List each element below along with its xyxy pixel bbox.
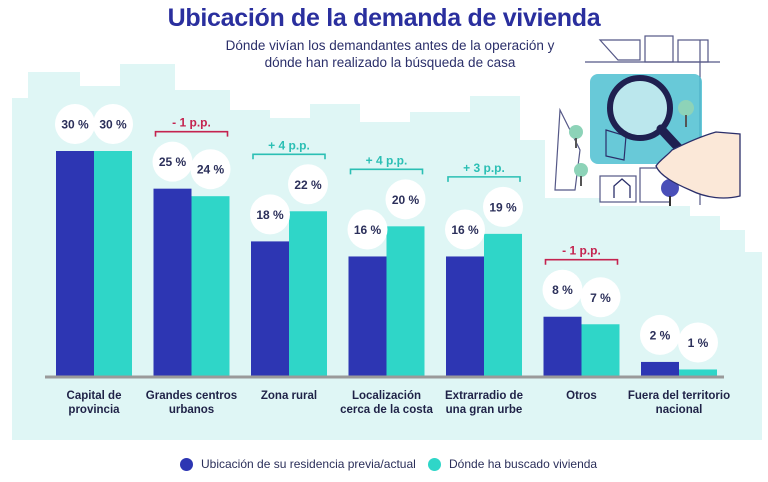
value-bubble-buscado-6 — [678, 322, 718, 363]
map-illustration — [554, 35, 741, 206]
category-label-4-0: Extrarradio de — [445, 390, 523, 402]
bar-previa-3 — [348, 256, 387, 377]
legend-swatch-buscado — [428, 457, 441, 471]
legend-item-previa: Ubicación de su residencia previa/actual — [180, 457, 416, 471]
value-label-buscado-2: 22 % — [294, 178, 322, 192]
value-label-buscado-4: 19 % — [489, 200, 517, 214]
difference-bracket-3 — [349, 168, 424, 175]
subtitle-line-1: Dónde vivían los demandantes antes de la… — [225, 38, 555, 53]
value-label-buscado-1: 24 % — [197, 163, 225, 177]
category-label-2-0: Zona rural — [261, 390, 317, 402]
chart-subtitle: Dónde vivían los demandantes antes de la… — [200, 37, 580, 71]
value-bubble-buscado-1 — [190, 149, 231, 190]
category-label-6-0: Fuera del territorio — [628, 390, 730, 402]
difference-bracket-4 — [447, 176, 521, 182]
tree-icon — [569, 100, 694, 206]
value-label-previa-5: 8 % — [552, 283, 573, 297]
value-label-buscado-0: 30 % — [99, 118, 127, 132]
bar-buscado-2 — [289, 211, 327, 377]
category-label-3-0: Localización — [352, 390, 421, 402]
value-label-previa-4: 16 % — [451, 223, 479, 237]
bar-buscado-5 — [581, 324, 620, 377]
value-label-buscado-5: 7 % — [590, 291, 611, 305]
bar-previa-2 — [251, 241, 289, 377]
bar-buscado-6 — [679, 369, 717, 377]
value-label-previa-0: 30 % — [61, 118, 89, 132]
difference-label-5: - 1 p.p. — [562, 244, 601, 258]
value-bubble-buscado-2 — [288, 164, 328, 205]
value-bubble-previa-0 — [55, 104, 95, 144]
value-bubble-previa-4 — [445, 209, 485, 250]
value-bubble-buscado-0 — [93, 104, 133, 144]
house-icon — [613, 178, 631, 198]
category-label-6-1: nacional — [656, 404, 703, 416]
category-label-5-0: Otros — [566, 390, 597, 402]
value-bubble-previa-2 — [250, 194, 290, 235]
category-label-1-0: Grandes centros — [146, 390, 237, 402]
bar-buscado-4 — [484, 233, 522, 377]
difference-bracket-1 — [154, 130, 229, 137]
legend-swatch-previa — [180, 457, 193, 471]
legend-label-previa: Ubicación de su residencia previa/actual — [201, 457, 416, 471]
bar-buscado-3 — [386, 226, 425, 377]
value-label-buscado-6: 1 % — [688, 336, 709, 350]
legend-item-buscado: Dónde ha buscado vivienda — [428, 457, 597, 471]
value-bubble-previa-3 — [347, 209, 388, 250]
value-label-previa-3: 16 % — [354, 223, 382, 237]
value-bubble-buscado-4 — [483, 186, 523, 227]
bar-buscado-1 — [191, 196, 230, 377]
hand-icon — [655, 131, 741, 199]
value-bubble-buscado-3 — [385, 179, 426, 220]
difference-bracket-5 — [544, 258, 619, 265]
category-label-0-1: provincia — [68, 404, 120, 416]
category-label-1-1: urbanos — [169, 404, 214, 416]
bar-previa-6 — [641, 361, 679, 377]
value-label-previa-1: 25 % — [159, 155, 187, 169]
value-label-buscado-3: 20 % — [392, 193, 420, 207]
bars-group: 30 % 30 % Capital de provincia 25 % 24 % - 1 p… — [55, 104, 730, 416]
chart-title: Ubicación de la demanda de vivienda — [167, 4, 601, 32]
map-shape-icon — [605, 129, 627, 161]
difference-bracket-2 — [252, 153, 326, 160]
legend-label-buscado: Dónde ha buscado vivienda — [449, 457, 598, 471]
difference-label-1: - 1 p.p. — [172, 116, 211, 130]
value-bubble-previa-5 — [542, 269, 583, 310]
category-label-4-1: una gran urbe — [446, 404, 523, 416]
category-label-3-1: cerca de la costa — [340, 404, 433, 416]
value-bubble-buscado-5 — [580, 277, 621, 318]
subtitle-line-2: dónde han realizado la búsqueda de casa — [264, 55, 516, 70]
difference-label-2: + 4 p.p. — [268, 138, 310, 152]
value-bubble-previa-6 — [640, 314, 680, 355]
category-label-0-0: Capital de — [67, 390, 122, 402]
bar-buscado-0 — [94, 151, 132, 377]
value-bubble-previa-1 — [152, 141, 193, 182]
value-label-previa-6: 2 % — [650, 328, 671, 342]
bar-previa-1 — [153, 188, 192, 377]
bar-previa-5 — [543, 316, 582, 377]
bar-previa-0 — [56, 151, 94, 377]
difference-label-4: + 3 p.p. — [463, 161, 505, 175]
bar-previa-4 — [446, 256, 484, 377]
value-label-previa-2: 18 % — [256, 208, 284, 222]
difference-label-3: + 4 p.p. — [366, 153, 408, 167]
